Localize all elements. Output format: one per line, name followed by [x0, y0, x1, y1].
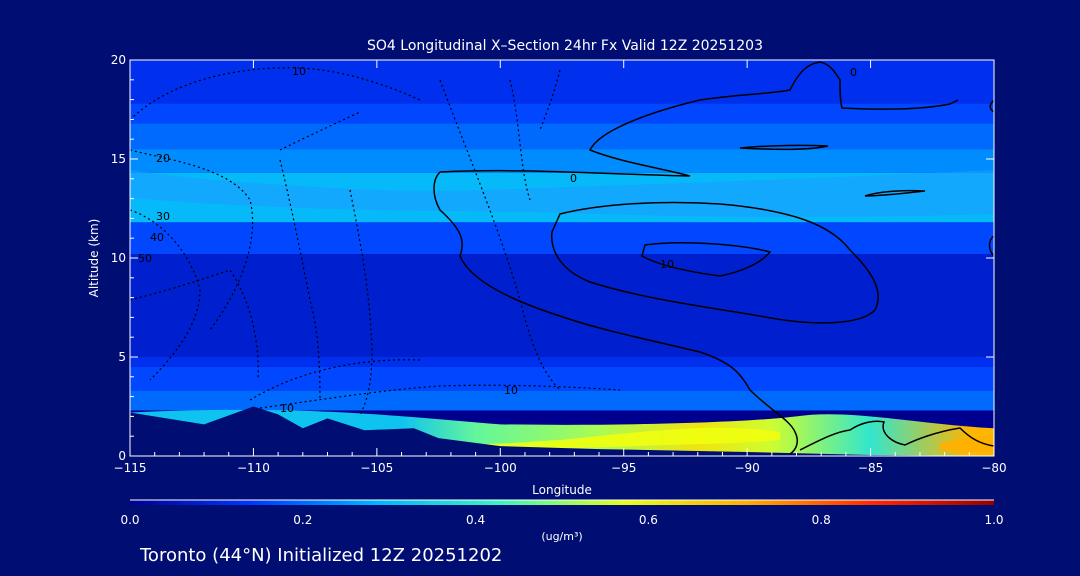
contour-label: 50 [138, 252, 152, 265]
contour-label-group: 10 20 30 40 50 0 10 10 10 0 [138, 65, 857, 415]
dotted-contour-4 [279, 111, 361, 401]
x-tick-label: −90 [734, 461, 759, 475]
contour-small-loop-2 [864, 189, 926, 197]
contour-label: 10 [504, 384, 518, 397]
footer-caption: Toronto (44°N) Initialized 12Z 20251202 [139, 545, 502, 566]
colorbar-tick-label: 0.4 [466, 513, 485, 527]
x-tick-label: −100 [484, 461, 517, 475]
colorbar [130, 500, 994, 505]
colorbar-tick-label: 0.2 [293, 513, 312, 527]
y-axis: 0 5 10 15 20 [111, 53, 994, 463]
colorbar-tick-label: 1.0 [984, 513, 1003, 527]
dotted-contour-lines [130, 67, 621, 416]
y-tick-label: 10 [111, 251, 126, 265]
x-tick-label: −85 [858, 461, 883, 475]
contour-low-east [799, 420, 994, 451]
colorbar-ticks: 0.0 0.2 0.4 0.6 0.8 1.0 [120, 513, 1003, 527]
colorbar-unit-label: (ug/m³) [541, 530, 582, 543]
y-axis-label: Altitude (km) [87, 219, 101, 298]
x-axis-label: Longitude [532, 483, 592, 497]
contour-east-edge [988, 99, 994, 257]
x-tick-label: −105 [360, 461, 393, 475]
contour-label: 40 [150, 231, 164, 244]
terrain-mask [130, 406, 994, 456]
x-axis: −115 −110 −105 −100 −95 −90 −85 −80 [114, 60, 1007, 475]
plot-area: 10 20 30 40 50 0 10 10 10 0 [130, 60, 994, 456]
concentration-bands [130, 60, 994, 411]
contour-label: 10 [292, 65, 306, 78]
concentration-band [130, 103, 994, 124]
concentration-band [130, 366, 994, 391]
contour-label: 30 [156, 210, 170, 223]
x-tick-label: −110 [237, 461, 270, 475]
concentration-band [130, 254, 994, 357]
concentration-band [130, 357, 994, 367]
surface-hotspot-east [940, 436, 994, 452]
concentration-band [130, 123, 994, 150]
concentration-band [130, 222, 994, 255]
contour-ten-inner [641, 242, 772, 277]
contour-zero-upper [439, 61, 959, 177]
contour-label: 10 [660, 258, 674, 271]
surface-hotspot [430, 427, 780, 450]
contour-label: 0 [850, 66, 857, 79]
colorbar-tick-label: 0.6 [639, 513, 658, 527]
concentration-band [130, 149, 994, 173]
contour-small-loop-1 [739, 144, 829, 151]
concentration-band [130, 390, 994, 411]
colorbar-tick-label: 0.0 [120, 513, 139, 527]
contour-label: 0 [570, 172, 577, 185]
contour-zero-main [433, 171, 798, 455]
y-tick-label: 0 [118, 449, 126, 463]
chart-title: SO4 Longitudinal X–Section 24hr Fx Valid… [367, 38, 763, 54]
colorbar-tick-label: 0.8 [812, 513, 831, 527]
dotted-contour-3 [130, 209, 201, 381]
x-tick-label: −95 [611, 461, 636, 475]
contour-lines [433, 61, 994, 455]
contour-label: 10 [280, 402, 294, 415]
contour-label: 20 [156, 152, 170, 165]
y-tick-label: 20 [111, 53, 126, 67]
dotted-contour-9 [259, 384, 621, 409]
concentration-band [130, 60, 994, 104]
contour-ten-outer [551, 201, 879, 324]
y-tick-label: 15 [111, 152, 126, 166]
x-tick-label: −80 [981, 461, 1006, 475]
dotted-contour-7 [509, 69, 561, 201]
dotted-contour-6 [439, 79, 561, 391]
dotted-contour-10 [249, 359, 421, 401]
mid-level-cyan-patch [130, 170, 994, 217]
y-tick-label: 5 [118, 350, 126, 364]
x-tick-label: −115 [114, 461, 147, 475]
